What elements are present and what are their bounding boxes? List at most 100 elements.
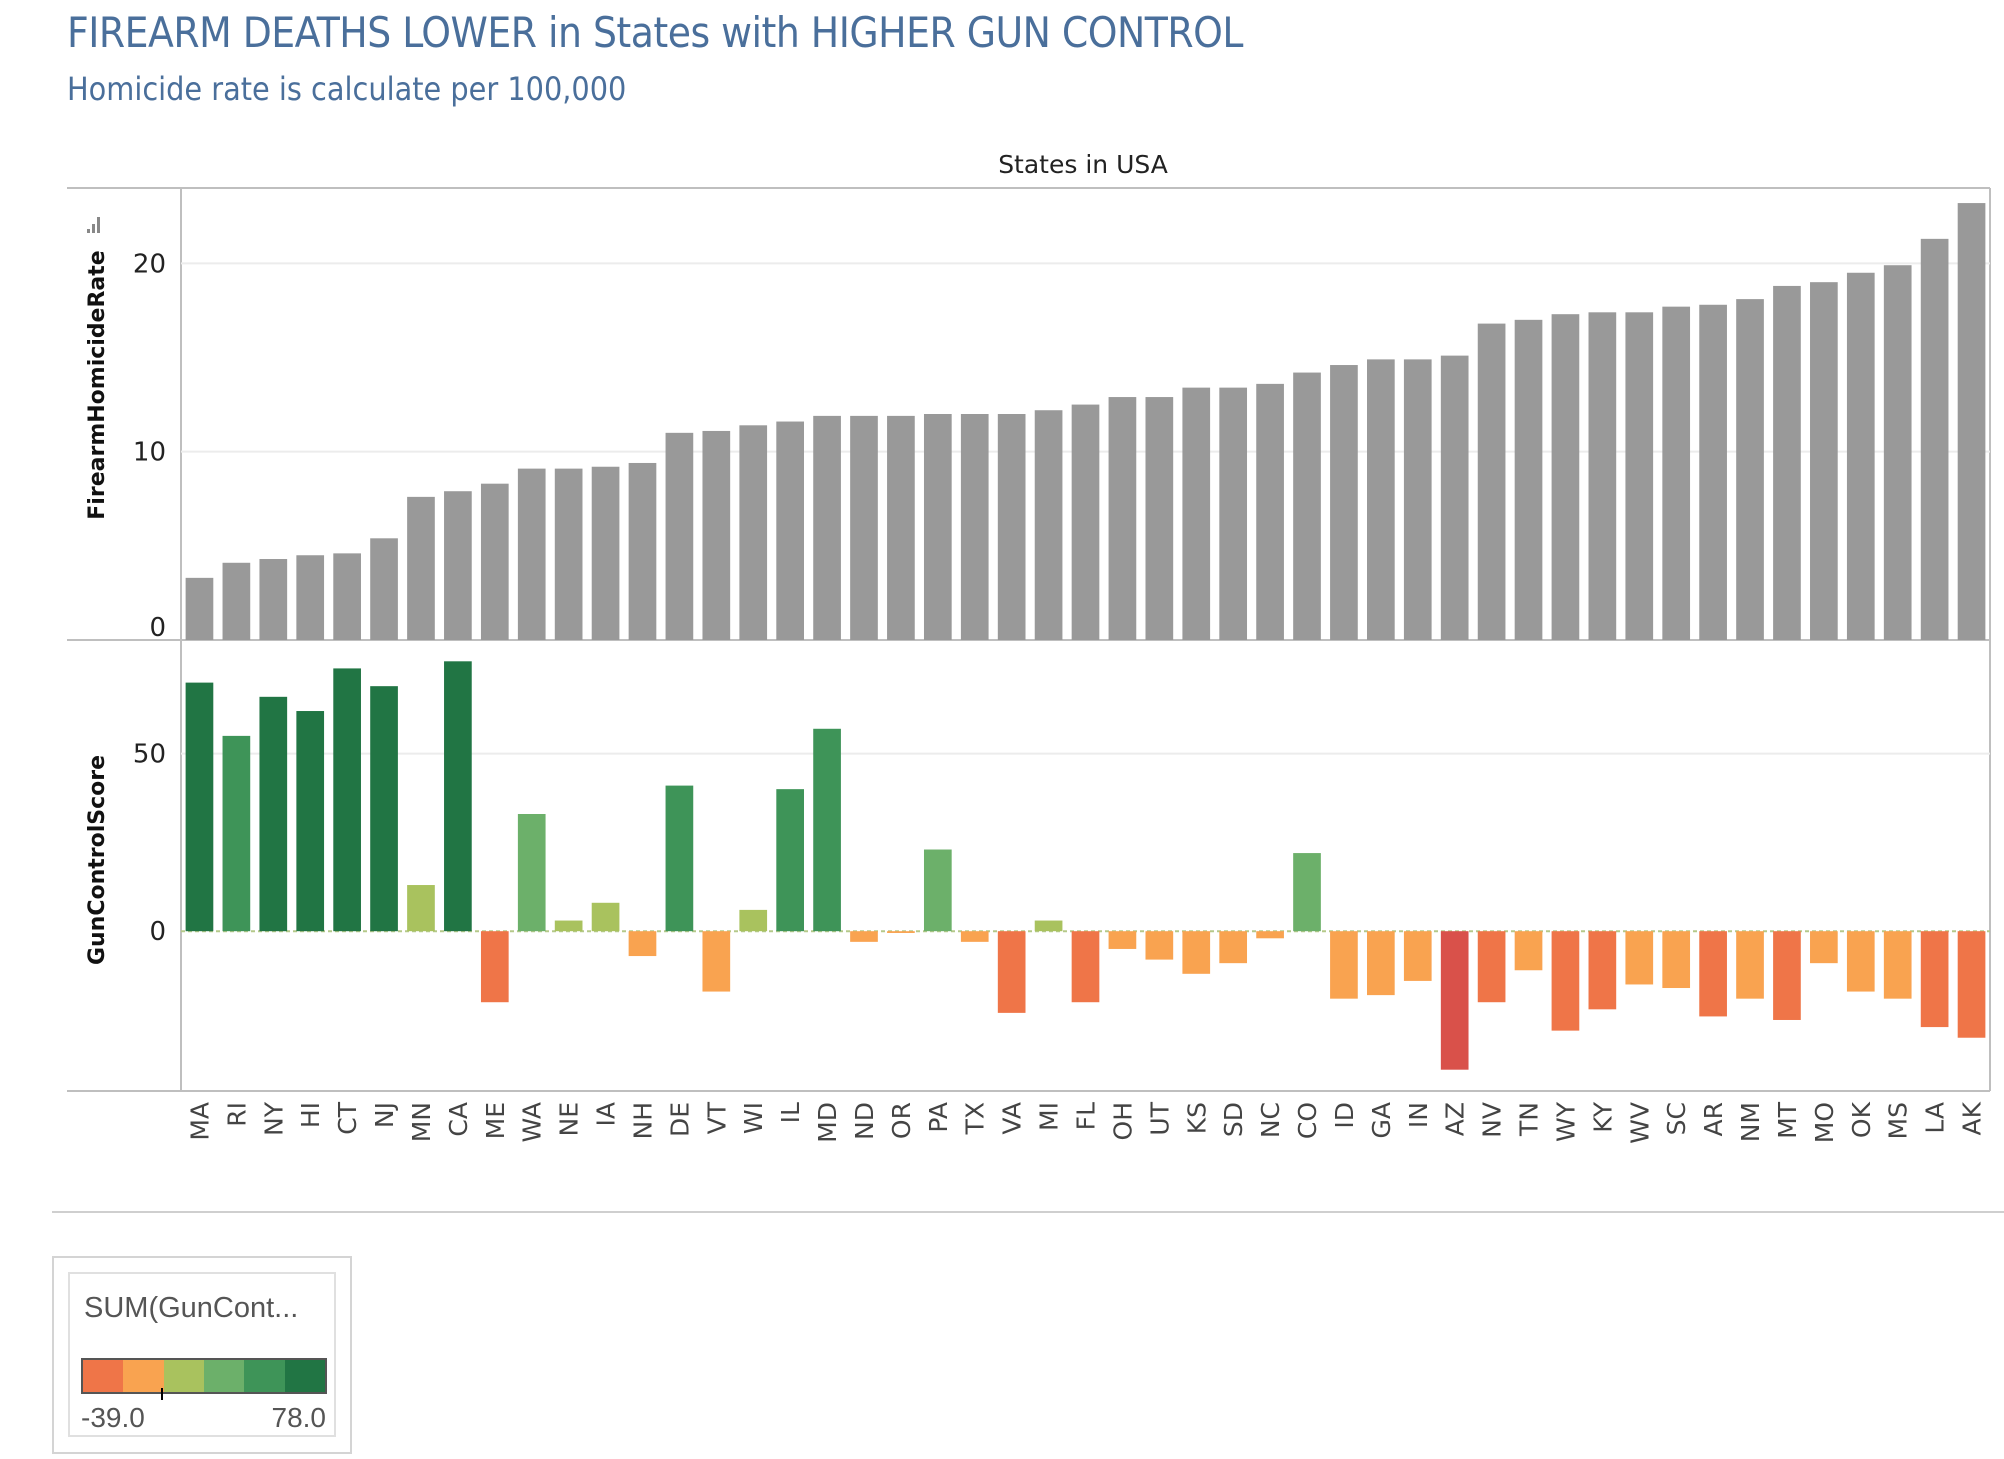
x-tick-label-va: VA bbox=[998, 1102, 1027, 1135]
legend-title: SUM(GunCont... bbox=[84, 1292, 299, 1324]
homicide-bar-ma bbox=[185, 577, 214, 640]
gun-control-bar-fl bbox=[1071, 931, 1100, 1003]
gun-control-bar-nh bbox=[628, 931, 657, 957]
homicide-bar-fl bbox=[1071, 404, 1100, 640]
gun-control-bar-ma bbox=[185, 682, 214, 932]
gun-control-bar-ar bbox=[1699, 931, 1727, 1017]
x-tick-label-mo: MO bbox=[1810, 1102, 1839, 1143]
x-tick-label-ky: KY bbox=[1588, 1101, 1617, 1133]
gun-control-bar-nm bbox=[1736, 931, 1764, 999]
x-tick-label-id: ID bbox=[1330, 1102, 1359, 1129]
gun-control-bar-mn bbox=[407, 885, 435, 932]
gun-control-bar-ut bbox=[1145, 931, 1174, 960]
x-tick-label-sc: SC bbox=[1662, 1102, 1691, 1135]
legend-swatch-4 bbox=[244, 1360, 285, 1392]
x-tick-label-wy: WY bbox=[1551, 1101, 1580, 1142]
x-tick-label-ar: AR bbox=[1699, 1102, 1728, 1136]
homicide-bar-mn bbox=[407, 496, 435, 640]
x-tick-label-sd: SD bbox=[1219, 1102, 1248, 1137]
homicide-bar-nm bbox=[1736, 299, 1764, 640]
x-tick-label-tn: TN bbox=[1515, 1102, 1544, 1137]
sort-icon[interactable] bbox=[87, 217, 100, 233]
homicide-bar-mi bbox=[1034, 410, 1063, 640]
homicide-bar-ny bbox=[259, 559, 288, 640]
homicide-bar-wa bbox=[517, 468, 546, 640]
homicide-bar-ms bbox=[1883, 265, 1912, 640]
gun-control-bar-sc bbox=[1662, 931, 1691, 989]
gun-control-bar-ga bbox=[1367, 931, 1395, 996]
x-tick-label-ct: CT bbox=[333, 1101, 362, 1134]
homicide-bar-nv bbox=[1477, 323, 1506, 640]
legend-min-label: -39.0 bbox=[81, 1402, 145, 1433]
x-tick-label-de: DE bbox=[665, 1102, 694, 1137]
homicide-bar-ut bbox=[1145, 397, 1174, 640]
homicide-bar-ca bbox=[444, 491, 472, 640]
x-tick-label-wi: WI bbox=[739, 1102, 768, 1134]
gun-control-bar-or bbox=[887, 931, 915, 933]
gun-control-bar-ks bbox=[1182, 931, 1211, 974]
homicide-bar-tx bbox=[960, 414, 989, 640]
homicide-bar-hi bbox=[296, 555, 325, 640]
x-tick-label-nd: ND bbox=[850, 1102, 879, 1140]
gun-control-bar-nj bbox=[370, 686, 398, 932]
homicide-bar-in bbox=[1403, 359, 1432, 640]
chart-title: FIREARM DEATHS LOWER in States with HIGH… bbox=[67, 8, 1243, 57]
x-tick-label-ma: MA bbox=[185, 1102, 214, 1141]
homicide-bar-or bbox=[887, 415, 915, 640]
homicide-bar-ne bbox=[554, 468, 583, 640]
homicide-bar-mt bbox=[1773, 285, 1801, 640]
gun-control-bar-pa bbox=[923, 849, 952, 932]
gun-control-bar-nd bbox=[850, 931, 878, 942]
x-tick-label-hi: HI bbox=[296, 1102, 325, 1128]
gun-control-bar-nc bbox=[1256, 931, 1284, 939]
x-tick-label-ia: IA bbox=[592, 1102, 621, 1126]
x-tick-label-nm: NM bbox=[1736, 1102, 1765, 1142]
homicide-bar-vt bbox=[702, 430, 731, 640]
x-tick-label-il: IL bbox=[776, 1102, 805, 1123]
homicide-bar-la bbox=[1920, 238, 1949, 640]
x-tick-label-ny: NY bbox=[259, 1101, 288, 1136]
x-tick-label-me: ME bbox=[481, 1102, 510, 1139]
legend-zero-tick bbox=[161, 1388, 163, 1400]
gun-control-bar-ok bbox=[1846, 931, 1875, 992]
x-tick-label-la: LA bbox=[1921, 1102, 1950, 1134]
y-tick-label: 0 bbox=[149, 613, 166, 643]
x-tick-label-ok: OK bbox=[1847, 1101, 1876, 1138]
gun-control-bar-ky bbox=[1588, 931, 1617, 1010]
gun-control-bar-me bbox=[480, 931, 509, 1003]
homicide-bar-ct bbox=[333, 553, 361, 640]
homicide-bar-de bbox=[665, 432, 694, 640]
homicide-rate-bars bbox=[185, 203, 1986, 641]
x-tick-label-fl: FL bbox=[1072, 1102, 1101, 1130]
gun-control-bar-nv bbox=[1477, 931, 1506, 1003]
gun-control-bar-ne bbox=[554, 920, 583, 932]
color-legend: SUM(GunCont... -39.0 78.0 bbox=[52, 1256, 352, 1454]
homicide-bar-nj bbox=[370, 538, 398, 640]
x-tick-label-or: OR bbox=[887, 1102, 916, 1139]
homicide-bar-md bbox=[813, 415, 841, 640]
gun-control-bar-ak bbox=[1957, 931, 1986, 1038]
homicide-bar-sd bbox=[1219, 387, 1248, 640]
x-tick-label-mn: MN bbox=[407, 1102, 436, 1142]
gun-control-bar-hi bbox=[296, 711, 325, 932]
gun-control-bar-md bbox=[813, 728, 841, 932]
legend-swatch-2 bbox=[163, 1360, 204, 1392]
homicide-bar-sc bbox=[1662, 306, 1691, 640]
gun-control-bar-wy bbox=[1551, 931, 1580, 1031]
homicide-bar-id bbox=[1330, 365, 1358, 640]
legend-swatch-3 bbox=[203, 1360, 245, 1392]
x-tick-label-in: IN bbox=[1404, 1102, 1433, 1128]
x-tick-label-ga: GA bbox=[1367, 1102, 1396, 1138]
legend-panel: SUM(GunCont... -39.0 78.0 bbox=[68, 1272, 336, 1437]
homicide-bar-oh bbox=[1108, 397, 1137, 640]
x-tick-label-ms: MS bbox=[1884, 1102, 1913, 1139]
gun-control-bar-co bbox=[1293, 853, 1321, 932]
x-tick-label-ne: NE bbox=[555, 1102, 584, 1137]
homicide-bar-mo bbox=[1810, 282, 1838, 640]
homicide-bar-ak bbox=[1957, 203, 1986, 641]
chart-frames bbox=[52, 187, 2004, 1213]
homicide-bar-co bbox=[1293, 372, 1321, 640]
gun-control-bar-in bbox=[1403, 931, 1432, 981]
chart-subtitle: Homicide rate is calculate per 100,000 bbox=[67, 70, 627, 108]
